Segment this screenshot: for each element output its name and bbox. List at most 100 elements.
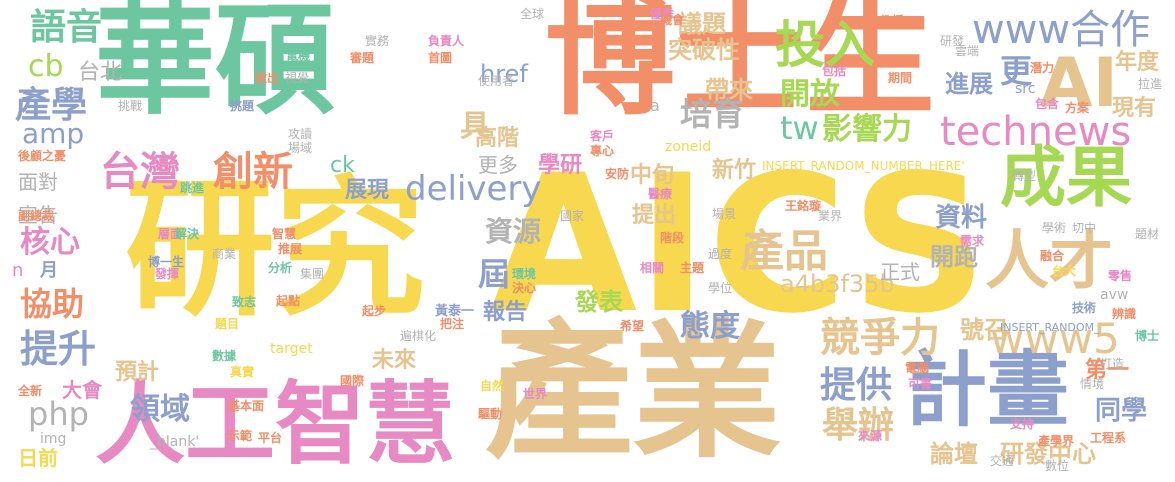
word-drive: 驅動 <box>478 407 503 421</box>
word-cultivate: 培育 <box>680 95 745 133</box>
word-classmate: 同學 <box>1095 396 1148 426</box>
word-rnd: 研發 <box>940 34 965 48</box>
word-group: 集團 <box>300 267 325 281</box>
word-period: 期間 <box>888 71 913 85</box>
word-stake: 把注 <box>440 317 465 331</box>
word-excellent: 優秀 <box>650 7 675 21</box>
word-exert: 發揮 <box>155 267 180 281</box>
word-face: 面對 <box>18 170 58 194</box>
word-real: 真實 <box>230 365 255 379</box>
word-annual: 年度 <box>1115 50 1160 75</box>
word-tw: tw <box>780 109 819 147</box>
word-international: 國際 <box>340 374 365 388</box>
word-include: 包括 <box>822 64 847 78</box>
word-focus: 專心 <box>590 144 615 158</box>
word-img: img <box>40 431 67 447</box>
word-global: 全球 <box>520 7 545 21</box>
word-natural: 自然 <box>480 379 505 393</box>
word-start: 起步 <box>362 304 387 318</box>
word-subject-matter: 題材 <box>1135 227 1160 241</box>
word-assist: 協助 <box>20 285 85 323</box>
word-support: 支持 <box>1010 417 1035 431</box>
word-challenge: 挑戰 <box>118 99 143 113</box>
word-retail: 零售 <box>1108 269 1133 283</box>
word-conference: 大會 <box>62 378 102 402</box>
word-host: 舉辦 <box>822 405 895 446</box>
word-speech: 語音 <box>30 7 103 48</box>
word-pursue: 攻讀 <box>288 127 313 141</box>
word-execute: 執行 <box>240 41 265 55</box>
word-traffic: 交通 <box>990 454 1015 468</box>
word-computer: 電腦 <box>905 361 930 375</box>
word-progress: 進展 <box>945 70 993 98</box>
word-academia-industry: 產學 <box>15 85 88 126</box>
word-more-items: 更多 <box>478 153 518 177</box>
word-topic: 議題 <box>678 10 726 38</box>
word-insert-random-number: INSERT_RANDOM_NUMBER_HERE' <box>762 159 965 173</box>
word-showcase: 展現 <box>345 178 390 203</box>
word-platform: 平台 <box>258 431 283 445</box>
word-taiwan: 台灣 <box>100 149 180 195</box>
word-client: 客戶 <box>590 129 615 143</box>
word-aspect: 層面 <box>158 227 183 241</box>
word-report: 報告 <box>483 300 528 325</box>
word-hsinchu: 新竹 <box>712 158 757 183</box>
word-jump-in: 跳進 <box>180 181 205 195</box>
word-month: 月 <box>40 260 58 281</box>
word-innovation: 創新 <box>213 149 293 195</box>
word-degree: 學位 <box>708 281 733 295</box>
word-asus: 華碩 <box>95 0 335 131</box>
word-future: 未來 <box>372 348 417 373</box>
word-forum: 論壇 <box>930 440 978 468</box>
word-contain: 包含 <box>1035 97 1060 111</box>
word-wisdom: 智慧 <box>272 227 297 241</box>
word-cloud-computing: 雲端 <box>955 44 980 58</box>
word-www5: www5 <box>990 314 1120 363</box>
word-www-cooperation: www合作 <box>972 7 1151 53</box>
word-cb: cb <box>28 49 64 84</box>
word-first: 第一 <box>1085 358 1130 383</box>
word-wang-ming: 王銘璇 <box>785 199 822 213</box>
word-first-year-phd: 博一生 <box>148 255 185 269</box>
word-demand: 需求 <box>960 234 985 248</box>
word-theme: 主題 <box>680 261 705 275</box>
word-artificial-intelligence: 人工智慧 <box>95 372 455 477</box>
word-zoneid: zoneid <box>665 139 712 155</box>
word-resources: 資源 <box>485 215 542 248</box>
word-situation: 情境 <box>1080 377 1105 391</box>
word-practice: 實務 <box>365 34 390 48</box>
word-industry-circle: 業界 <box>818 209 843 223</box>
word-attitude: 態度 <box>680 309 740 344</box>
word-headline-image: 首圖 <box>428 51 453 65</box>
word-dedication: 致志 <box>232 295 257 309</box>
word-electrical: 電機 <box>286 49 311 63</box>
word-target: target <box>270 341 313 357</box>
word-announce: 宣告 <box>18 203 58 227</box>
word-promote: 推展 <box>278 242 303 256</box>
word-nation: 國家 <box>560 209 585 223</box>
word-avw: avw <box>1100 287 1129 303</box>
word-produce: 做出 <box>255 71 280 85</box>
word-project: 計畫 <box>905 343 1070 438</box>
word-achievement: 成果 <box>1000 139 1132 216</box>
word-delivery: delivery <box>405 169 542 209</box>
word-recently: 日前 <box>18 446 58 470</box>
word-aics: AICS <box>490 134 988 355</box>
word-business: 商業 <box>212 247 237 261</box>
word-a4b3f35b: a4b3f35b <box>780 270 895 298</box>
word-ntu: 台大 <box>1052 264 1077 278</box>
word-demo: 示範 <box>228 429 253 443</box>
word-academia-industry-circle: 產學界 <box>1038 434 1075 448</box>
word-n: n <box>12 260 24 281</box>
word-digital: 數位 <box>1045 459 1070 473</box>
word-determination: 決心 <box>512 281 537 295</box>
word-writable: 可書 <box>908 377 933 391</box>
word-question: 題目 <box>215 317 240 331</box>
word-amp: amp <box>22 117 85 150</box>
word-data: 資料 <box>935 203 988 233</box>
word-official: 正式 <box>880 260 920 284</box>
word-blank: _blank' <box>150 434 200 450</box>
word-publish: 發表 <box>575 288 623 316</box>
word-solution: 方案 <box>1065 101 1090 115</box>
